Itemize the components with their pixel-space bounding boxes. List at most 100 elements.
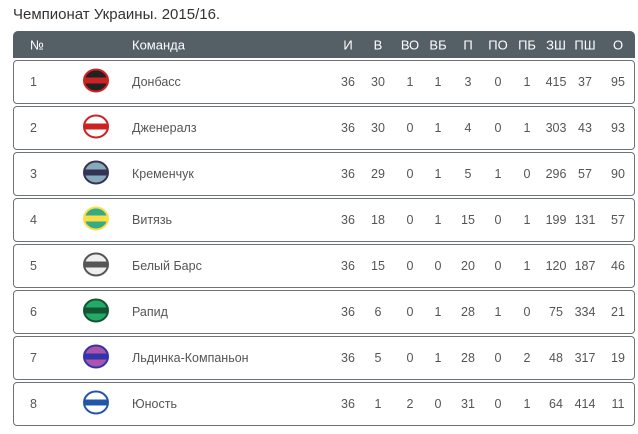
stat-ot-wins: 0 (406, 167, 414, 181)
table-row[interactable]: 4 Витязь 36 18 0 1 15 0 1 199 131 57 (13, 198, 635, 242)
stat-losses: 5 (464, 167, 472, 181)
team-name[interactable]: Льдинка-Компаньон (132, 351, 249, 365)
table-header: № Команда И В ВО ВБ П ПО ПБ ЗШ ПШ О (13, 31, 635, 58)
team-name[interactable]: Витязь (132, 213, 173, 227)
header-goals-for: ЗШ (546, 37, 566, 52)
rapid-logo-icon (79, 296, 113, 329)
stat-points: 95 (611, 75, 625, 89)
stat-ot-wins: 0 (406, 305, 414, 319)
stat-so-losses: 0 (523, 305, 531, 319)
stat-losses: 31 (461, 397, 475, 411)
stat-ot-losses: 0 (494, 259, 502, 273)
stat-wins: 29 (371, 167, 385, 181)
stat-goals-against: 57 (578, 167, 592, 181)
stat-ot-losses: 0 (494, 397, 502, 411)
stat-points: 21 (611, 305, 625, 319)
stat-goals-for: 415 (545, 75, 567, 89)
stat-so-losses: 1 (523, 75, 531, 89)
table-row[interactable]: 8 Юность 36 1 2 0 31 0 1 64 414 11 (13, 382, 635, 426)
stat-losses: 15 (461, 213, 475, 227)
stat-so-wins: 1 (434, 351, 442, 365)
stat-so-wins: 1 (434, 167, 442, 181)
stat-ot-wins: 2 (406, 397, 414, 411)
stat-ot-losses: 0 (494, 75, 502, 89)
stat-goals-for: 75 (549, 305, 563, 319)
stat-so-losses: 1 (523, 397, 531, 411)
stat-games: 36 (341, 259, 355, 273)
table-row[interactable]: 5 Белый Барс 36 15 0 0 20 0 1 120 187 46 (13, 244, 635, 288)
header-number: № (30, 37, 44, 52)
team-name[interactable]: Кременчук (132, 167, 194, 181)
stat-so-wins: 0 (434, 397, 442, 411)
table-row[interactable]: 1 Донбасс 36 30 1 1 3 0 1 415 37 95 (13, 60, 635, 104)
table-row[interactable]: 6 Рапид 36 6 0 1 28 1 0 75 334 21 (13, 290, 635, 334)
header-losses: П (463, 37, 473, 52)
stat-ot-losses: 1 (494, 305, 502, 319)
stat-goals-against: 131 (574, 213, 596, 227)
stat-goals-against: 414 (574, 397, 596, 411)
stat-goals-for: 64 (549, 397, 563, 411)
stat-points: 11 (611, 397, 625, 411)
stat-so-wins: 1 (434, 213, 442, 227)
stat-points: 19 (611, 351, 625, 365)
header-ot-losses: ПО (488, 37, 508, 52)
position: 2 (30, 121, 37, 135)
stat-ot-wins: 0 (406, 213, 414, 227)
stat-so-wins: 1 (434, 75, 442, 89)
stat-ot-wins: 1 (406, 75, 414, 89)
stat-goals-against: 37 (578, 75, 592, 89)
stat-ot-losses: 0 (494, 351, 502, 365)
stat-so-losses: 1 (523, 121, 531, 135)
stat-ot-losses: 1 (494, 167, 502, 181)
stat-so-wins: 1 (434, 305, 442, 319)
stat-wins: 18 (371, 213, 385, 227)
stat-losses: 3 (464, 75, 472, 89)
stat-wins: 15 (371, 259, 385, 273)
stat-games: 36 (341, 305, 355, 319)
stat-losses: 28 (461, 305, 475, 319)
header-goals-against: ПШ (574, 37, 596, 52)
header-wins: В (373, 37, 383, 52)
table-row[interactable]: 7 Льдинка-Компаньон 36 5 0 1 28 0 2 48 317 19 (13, 336, 635, 380)
stat-points: 57 (611, 213, 625, 227)
header-points: О (612, 37, 624, 52)
stat-so-losses: 2 (523, 351, 531, 365)
header-games: И (343, 37, 353, 52)
stat-games: 36 (341, 351, 355, 365)
stat-goals-for: 296 (545, 167, 567, 181)
donbass-logo-icon (79, 66, 113, 99)
team-name[interactable]: Рапид (132, 305, 168, 319)
page-title: Чемпионат Украины. 2015/16. (13, 6, 221, 23)
stat-goals-against: 334 (574, 305, 596, 319)
header-ot-wins: ВО (400, 37, 420, 52)
position: 4 (30, 213, 37, 227)
team-name[interactable]: Донбасс (132, 75, 181, 89)
stat-wins: 1 (374, 397, 382, 411)
stat-goals-against: 43 (578, 121, 592, 135)
stat-so-wins: 0 (434, 259, 442, 273)
position: 5 (30, 259, 37, 273)
stat-goals-for: 120 (545, 259, 567, 273)
stat-games: 36 (341, 121, 355, 135)
position: 3 (30, 167, 37, 181)
header-team: Команда (132, 37, 185, 52)
stat-games: 36 (341, 75, 355, 89)
team-name[interactable]: Белый Барс (132, 259, 202, 273)
team-name[interactable]: Юность (132, 397, 177, 411)
table-row[interactable]: 3 Кременчук 36 29 0 1 5 1 0 296 57 90 (13, 152, 635, 196)
stat-goals-for: 48 (549, 351, 563, 365)
stat-wins: 30 (371, 75, 385, 89)
header-so-wins: ВБ (429, 37, 447, 52)
stat-losses: 20 (461, 259, 475, 273)
yunost-logo-icon (79, 388, 113, 421)
team-name[interactable]: Дженералз (132, 121, 197, 135)
stat-goals-for: 303 (545, 121, 567, 135)
stat-ot-losses: 0 (494, 121, 502, 135)
stat-games: 36 (341, 397, 355, 411)
ldinka-logo-icon (79, 342, 113, 375)
stat-wins: 6 (374, 305, 382, 319)
stat-goals-against: 317 (574, 351, 596, 365)
table-row[interactable]: 2 Дженералз 36 30 0 1 4 0 1 303 43 93 (13, 106, 635, 150)
position: 7 (30, 351, 37, 365)
generals-logo-icon (79, 112, 113, 145)
